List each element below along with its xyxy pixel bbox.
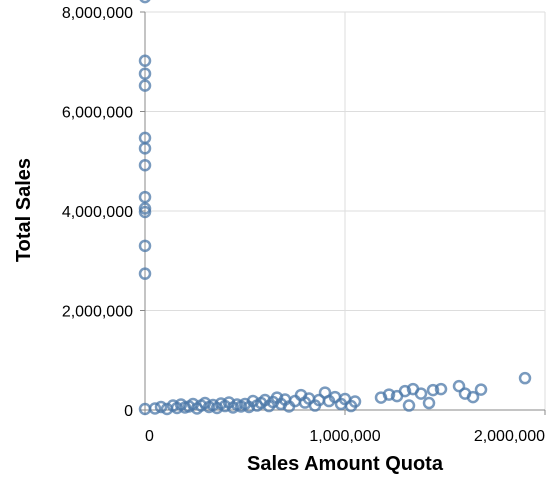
grid-lines — [145, 11, 546, 410]
data-points — [138, 0, 532, 416]
y-axis-title: Total Sales — [13, 158, 35, 262]
x-axis-title: Sales Amount Quota — [247, 453, 444, 475]
scatter-point — [138, 67, 152, 80]
y-tick-label: 6,000,000 — [62, 105, 133, 122]
scatter-point — [138, 267, 152, 280]
scatter-point — [452, 379, 466, 393]
scatter-point — [474, 383, 488, 396]
x-tick-label: 0 — [145, 428, 154, 445]
y-tick-label: 4,000,000 — [62, 204, 133, 221]
x-tick-label: 2,000,000 — [474, 428, 545, 445]
scatter-point — [154, 400, 168, 414]
scatter-point — [348, 395, 362, 408]
y-tick-label: 8,000,000 — [62, 5, 133, 22]
scatter-point — [138, 205, 152, 219]
scatter-point — [434, 382, 448, 396]
scatter-point — [139, 0, 151, 4]
scatter-point — [426, 383, 440, 397]
scatter-point — [138, 142, 152, 155]
scatter-point — [138, 190, 152, 204]
scatter-point — [138, 79, 152, 92]
x-tick-label: 1,000,000 — [309, 428, 380, 445]
y-tick-label: 2,000,000 — [62, 304, 133, 321]
scatter-point — [382, 388, 396, 401]
scatter-point — [518, 371, 532, 385]
axes: 0 2,000,000 4,000,000 6,000,000 8,000,000 0 1,… — [62, 5, 546, 445]
scatter-point — [138, 54, 152, 68]
scatter-point — [398, 384, 412, 398]
scatter-point — [138, 158, 152, 172]
y-tick-label: 0 — [124, 403, 133, 420]
scatter-point — [466, 390, 480, 404]
scatter-point — [148, 402, 162, 415]
scatter-point — [422, 396, 436, 410]
scatter-point — [402, 399, 416, 412]
scatter-point — [138, 239, 152, 253]
scatter-point — [414, 387, 428, 400]
